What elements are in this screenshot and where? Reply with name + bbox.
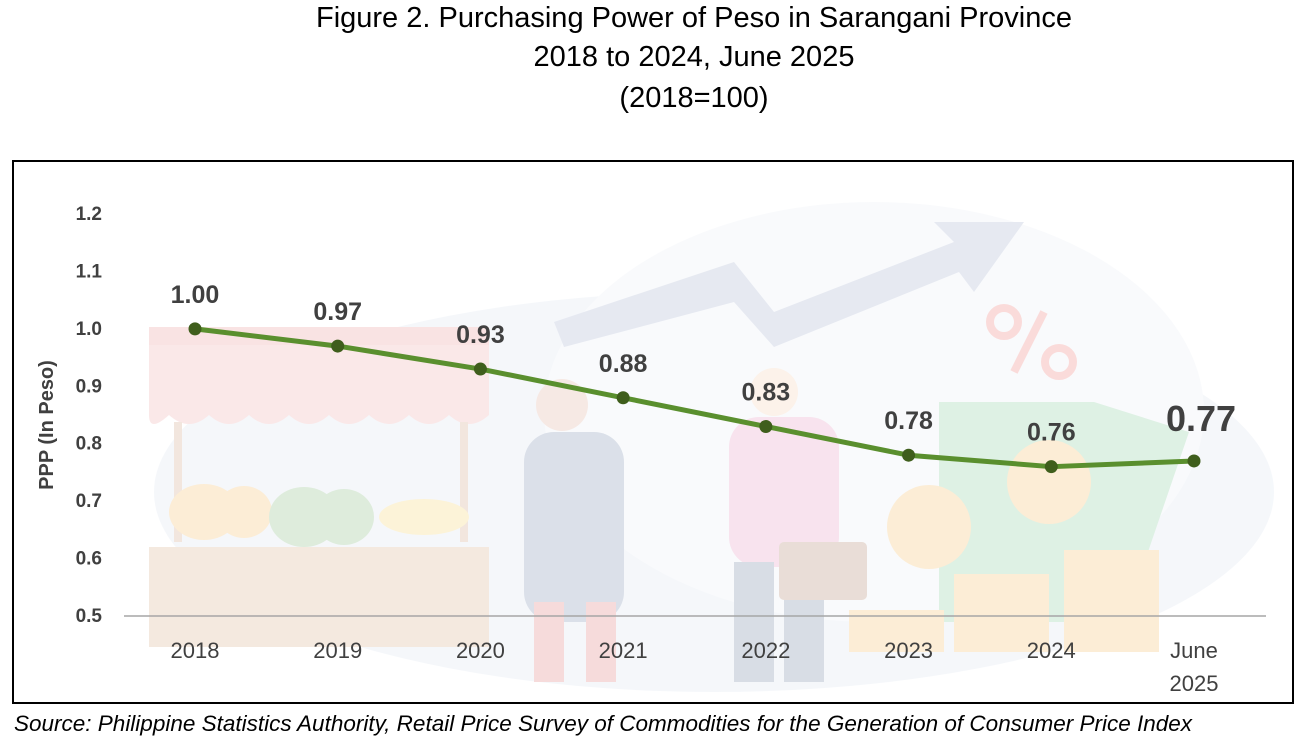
data-point: [473, 362, 487, 376]
data-label: 0.83: [742, 378, 791, 406]
data-point: [759, 419, 773, 433]
series-line: [192, 326, 1197, 470]
y-tick-label: 0.7: [76, 491, 102, 512]
y-tick-label: 0.6: [76, 549, 102, 570]
axes: 0.5 0.6 0.7 0.8 0.9 1.0 1.1 1.2 PPP (In Peso) 201…: [36, 204, 1266, 696]
background-illustration: [149, 202, 1274, 692]
x-tick-label: 2023: [884, 638, 933, 663]
x-tick-label: 2024: [1027, 638, 1076, 663]
x-tick-label: 2020: [456, 638, 505, 663]
data-point: [1044, 460, 1058, 474]
data-label: 0.88: [599, 350, 648, 378]
y-tick-label: 0.8: [76, 434, 102, 455]
chart-frame: 0.5 0.6 0.7 0.8 0.9 1.0 1.1 1.2 PPP (In Peso) 201…: [12, 160, 1294, 704]
data-label: 0.76: [1027, 419, 1076, 447]
x-tick-label: 2018: [171, 638, 220, 663]
line-chart: 0.5 0.6 0.7 0.8 0.9 1.0 1.1 1.2 PPP (In Peso) 201…: [36, 202, 1274, 696]
plot-area: 1.00 0.97 0.93 0.88 0.83 0.78 0.76 0.77: [171, 281, 1236, 474]
data-label: 0.77: [1166, 398, 1236, 439]
y-tick-label: 1.0: [76, 319, 102, 340]
data-label: 1.00: [171, 281, 220, 309]
data-point: [902, 448, 916, 462]
data-label: 0.97: [313, 298, 362, 326]
x-tick-label: 2022: [741, 638, 790, 663]
x-tick-label: 2021: [599, 638, 648, 663]
chart-title-line1: Figure 2. Purchasing Power of Peso in Sa…: [315, 2, 1073, 34]
data-point: [331, 339, 345, 353]
data-label: 0.78: [884, 407, 933, 435]
x-tick-label: 2019: [313, 638, 362, 663]
data-label: 0.93: [456, 321, 505, 349]
source-note: Source: Philippine Statistics Authority,…: [14, 711, 1193, 736]
data-point: [616, 391, 630, 405]
x-tick-label: 2025: [1170, 671, 1219, 696]
x-tick-label: June: [1170, 638, 1218, 663]
y-axis-title: PPP (In Peso): [36, 360, 58, 490]
data-point: [1187, 454, 1201, 468]
chart-title-line3: (2018=100): [619, 82, 769, 114]
y-tick-label: 1.2: [76, 204, 102, 225]
y-tick-label: 0.9: [76, 376, 102, 397]
data-point: [188, 322, 202, 336]
y-tick-label: 1.1: [76, 261, 103, 282]
chart-title-line2: 2018 to 2024, June 2025: [533, 41, 855, 73]
y-tick-label: 0.5: [76, 606, 103, 627]
